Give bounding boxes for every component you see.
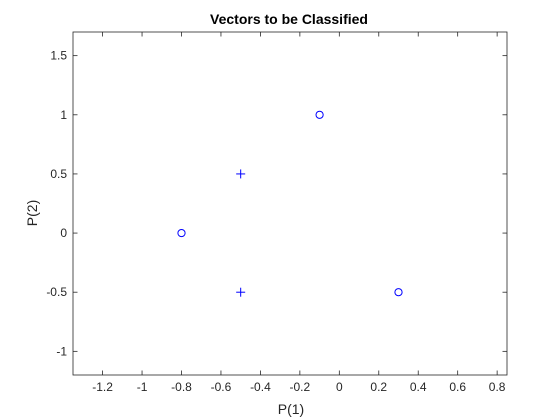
y-tick-label: 0 [60, 226, 67, 240]
x-tick-label: -0.6 [211, 380, 232, 394]
x-tick-label: 0.2 [370, 380, 387, 394]
circle-marker [315, 110, 324, 119]
plus-marker [236, 287, 246, 297]
x-tick-label: -1 [137, 380, 148, 394]
x-tick-label: 0.8 [489, 380, 506, 394]
x-tick-label: -0.2 [290, 380, 311, 394]
y-tick-label: 1 [60, 108, 67, 122]
y-axis-label: P(2) [24, 200, 40, 226]
circle-marker [394, 288, 403, 297]
x-tick-label: 0.4 [410, 380, 427, 394]
circle-marker [177, 228, 186, 238]
plot-area: -1.2 -1 -0.8 -0.6 -0.4 -0.2 0 0.2 0.4 0.6 0.8 -1 -0.… [46, 31, 508, 394]
y-tick-label: -0.5 [46, 285, 67, 299]
x-tick-label: -1.2 [92, 380, 113, 394]
plus-marker [236, 169, 246, 179]
x-tick-label: -0.4 [250, 380, 271, 394]
axes-box [72, 31, 508, 376]
y-tick-label: 0.5 [50, 167, 67, 181]
y-tick-label: -1 [56, 344, 67, 358]
x-tick-label: -0.8 [171, 380, 192, 394]
x-tick-label: 0 [336, 380, 343, 394]
x-axis-label: P(1) [278, 401, 304, 417]
x-tick-label: 0.6 [449, 380, 466, 394]
chart-title: Vectors to be Classified [210, 11, 368, 27]
y-tick-label: 1.5 [50, 49, 67, 63]
